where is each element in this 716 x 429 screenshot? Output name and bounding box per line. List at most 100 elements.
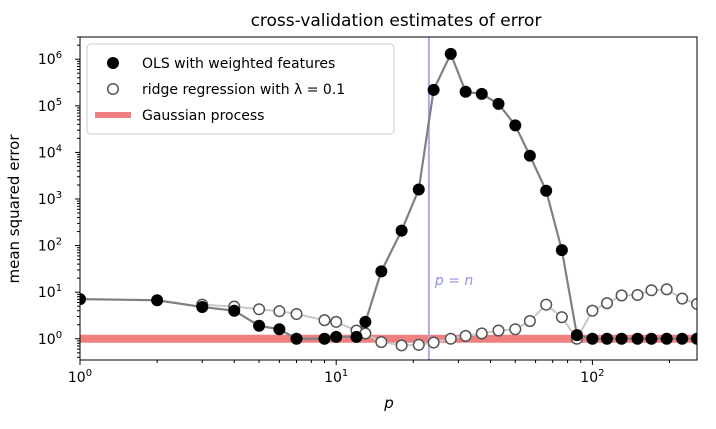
x-tick-label-2: 102 (580, 368, 604, 386)
ols-point-9 (350, 330, 363, 343)
y-tick-label-base: 10 (38, 99, 56, 115)
ols-point-0 (80, 293, 86, 306)
y-tick-label-exp: 3 (56, 190, 62, 201)
ridge-point-26 (645, 284, 658, 297)
ridge-point-9 (375, 335, 388, 349)
legend-label-ridge: ridge regression with λ = 0.1 (142, 82, 345, 98)
ridge-point-19 (540, 298, 553, 311)
ols-point-7 (318, 332, 331, 345)
y-tick-label-exp: 1 (56, 283, 62, 294)
x-tick-label-base: 10 (68, 370, 86, 386)
y-tick-label-exp: 6 (56, 50, 62, 61)
ols-point-10 (359, 315, 372, 328)
ols-point-3 (228, 304, 241, 317)
ols-point-16 (459, 85, 472, 98)
ridge-point-20 (555, 311, 568, 324)
ols-point-27 (631, 332, 644, 345)
ols-point-8 (330, 330, 343, 343)
legend-marker-ols (107, 57, 119, 69)
ridge-point-25 (631, 288, 644, 302)
ridge-point-5 (318, 314, 331, 327)
ols-point-14 (427, 83, 440, 96)
ridge-point-2 (253, 303, 266, 316)
ridge-point-24 (615, 289, 628, 302)
y-tick-label-3: 103 (38, 190, 62, 208)
x-tick-label-0: 100 (68, 368, 92, 386)
x-tick-label-exp: 0 (86, 368, 92, 379)
ols-point-25 (600, 332, 613, 345)
x-tick-label-base: 10 (324, 370, 342, 386)
ridge-point-23 (600, 297, 614, 310)
y-tick-label-6: 106 (38, 50, 62, 68)
legend-label-gp: Gaussian process (142, 108, 264, 124)
p-equals-n-label: p = n (434, 273, 473, 289)
ridge-point-13 (444, 332, 457, 345)
ols-point-2 (196, 301, 209, 314)
y-tick-label-exp: 5 (56, 97, 62, 108)
x-axis-label: p (383, 394, 394, 412)
ols-point-11 (375, 265, 388, 278)
ridge-point-29 (690, 297, 697, 310)
ridge-point-4 (290, 307, 303, 321)
legend-label-ols: OLS with weighted features (142, 56, 335, 72)
y-tick-label-4: 104 (38, 143, 62, 161)
y-tick-label-0: 100 (38, 330, 62, 348)
ols-point-4 (253, 319, 266, 332)
p-equals-n-label-eq: = (444, 273, 465, 289)
y-tick-label-2: 102 (38, 237, 62, 255)
ols-point-18 (492, 97, 505, 110)
ols-point-28 (645, 332, 658, 345)
y-tick-label-base: 10 (38, 239, 56, 255)
ridge-point-22 (586, 304, 599, 317)
legend-box (86, 43, 395, 135)
y-tick-label-exp: 2 (56, 237, 62, 248)
ridge-point-18 (523, 314, 536, 328)
ols-point-31 (691, 332, 697, 345)
y-tick-label-5: 105 (38, 97, 62, 115)
y-tick-label-base: 10 (38, 145, 56, 161)
y-tick-label-base: 10 (38, 192, 56, 208)
y-tick-label-base: 10 (38, 285, 56, 301)
ridge-point-27 (660, 283, 673, 296)
ols-point-26 (615, 332, 628, 345)
y-tick-label-exp: 4 (56, 143, 62, 154)
ols-point-13 (412, 183, 425, 196)
ols-point-17 (475, 87, 488, 100)
ridge-point-12 (427, 336, 440, 349)
ols-point-1 (151, 294, 164, 307)
ridge-point-11 (412, 338, 425, 351)
y-tick-label-base: 10 (38, 332, 56, 348)
legend: OLS with weighted features ridge regress… (86, 43, 395, 135)
ridge-point-6 (330, 315, 343, 328)
ols-point-24 (586, 332, 599, 345)
x-tick-label-base: 10 (580, 370, 598, 386)
ols-point-15 (444, 47, 457, 60)
ridge-point-3 (273, 305, 286, 318)
ols-point-21 (540, 184, 553, 197)
chart-title: cross-validation estimates of error (251, 11, 542, 31)
p-equals-n-label-rhs: n (464, 273, 473, 289)
ridge-point-15 (475, 327, 488, 340)
ridge-point-28 (676, 292, 689, 305)
ridge-point-10 (395, 339, 408, 352)
x-tick-label-exp: 1 (342, 368, 348, 379)
ridge-point-14 (459, 329, 472, 342)
x-tick-label-exp: 2 (598, 368, 604, 379)
ols-point-30 (676, 332, 689, 345)
ridge-point-17 (509, 323, 522, 336)
plot-content: p = n (80, 37, 697, 360)
ols-point-23 (570, 329, 583, 342)
y-axis-label: mean squared error (5, 134, 23, 284)
y-tick-label-exp: 0 (56, 330, 62, 341)
ols-point-6 (290, 332, 303, 345)
ols-point-29 (660, 332, 673, 345)
y-tick-label-1: 101 (38, 283, 62, 301)
ols-point-19 (509, 119, 522, 132)
ols-point-5 (273, 323, 286, 336)
ols-point-22 (555, 244, 568, 257)
ols-point-20 (523, 149, 536, 162)
ols-point-12 (395, 224, 408, 237)
ridge-point-16 (492, 324, 505, 337)
legend-marker-ridge (106, 82, 120, 96)
